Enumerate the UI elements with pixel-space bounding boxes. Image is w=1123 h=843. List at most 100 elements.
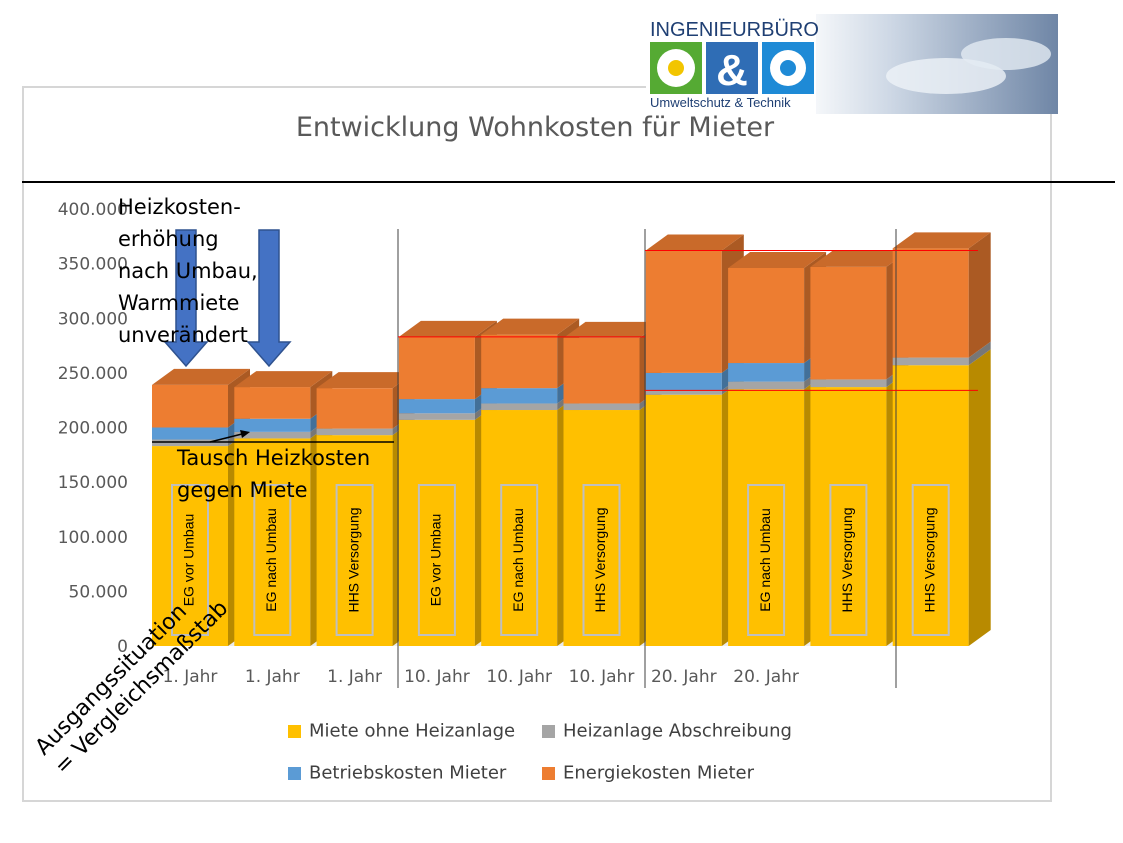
- bar-segment-side: [968, 232, 991, 358]
- y-tick-label: 100.000: [58, 528, 128, 548]
- pointer-arrow-head: [240, 430, 250, 438]
- bar-segment: [398, 399, 475, 414]
- bar-segment: [645, 372, 722, 391]
- bar-group: EG vor Umbau EG nach Umbau HHS Versorgung E…: [152, 232, 991, 646]
- bar-label-box: [829, 484, 868, 636]
- y-tick-label: 250.000: [58, 364, 128, 384]
- bar-label: HHS Versorgung: [592, 507, 608, 612]
- annotation-line: Heizkosten-: [118, 195, 241, 219]
- annotation-line: nach Umbau,: [118, 259, 258, 283]
- annotation-heizkosten: Heizkosten- erhöhung nach Umbau, Warmmie…: [118, 191, 258, 351]
- bar-label: EG nach Umbau: [510, 508, 526, 612]
- bar-segment: [810, 266, 887, 380]
- bar-segment: [316, 435, 393, 646]
- bar-segment-top: [234, 371, 333, 388]
- bar-segment: [892, 357, 969, 366]
- annotation-line: Tausch Heizkosten: [177, 446, 371, 470]
- x-tick-label: 10. Jahr: [486, 667, 552, 687]
- bar-segment: [728, 363, 805, 382]
- y-axis: 0 50.000 100.000 150.000 200.000 250.000 300.0…: [58, 200, 128, 657]
- x-tick-label: 1. Jahr: [163, 667, 218, 687]
- svg-text:INGENIEURBÜRO: INGENIEURBÜRO: [650, 19, 819, 41]
- bar-segment-top: [316, 372, 415, 389]
- bar-segment: [810, 379, 887, 388]
- bar-segment: [234, 418, 311, 432]
- bar-segment: [152, 439, 228, 447]
- bar-segment: [398, 419, 475, 646]
- bar-label: HHS Versorgung: [345, 507, 361, 612]
- bar-segment: [316, 428, 393, 436]
- divider-line: [22, 181, 1115, 183]
- bar-segment: [645, 394, 722, 646]
- bar-label: EG vor Umbau: [181, 514, 197, 607]
- bar-segment-top: [728, 251, 827, 268]
- y-tick-label: 150.000: [58, 473, 128, 493]
- x-tick-label: 1. Jahr: [327, 667, 382, 687]
- bar-segment-side: [968, 341, 991, 366]
- x-tick-label: 1. Jahr: [245, 667, 300, 687]
- bar-segment: [398, 413, 475, 420]
- bar-segment: [481, 334, 558, 389]
- bar-segment: [728, 389, 805, 646]
- bar-segment-top: [481, 318, 580, 335]
- y-tick-label: 300.000: [58, 309, 128, 329]
- bar-segment: [892, 365, 969, 646]
- chart-title: Entwicklung Wohnkosten für Mieter: [295, 112, 775, 143]
- bar-segment-top: [645, 234, 744, 251]
- bar-segment-top: [152, 368, 250, 385]
- bar-label-box: [171, 484, 209, 636]
- bar-label: EG nach Umbau: [757, 508, 773, 612]
- bar-segment: [892, 248, 969, 358]
- legend-swatch: [288, 724, 301, 738]
- bar-segment-top: [892, 232, 991, 249]
- bar-segment: [563, 337, 640, 404]
- x-tick-label: 20. Jahr: [733, 667, 799, 687]
- bar-segment: [234, 387, 311, 419]
- x-tick-label: 10. Jahr: [404, 667, 470, 687]
- legend-label: Heizanlage Abschreibung: [563, 720, 792, 742]
- y-tick-label: 0: [117, 637, 128, 657]
- y-tick-label: 200.000: [58, 419, 128, 439]
- down-arrow-icon: [246, 229, 292, 368]
- bar-segment: [234, 438, 311, 646]
- bar-segment: [810, 387, 887, 646]
- company-logo: INGENIEURBÜRO & Umweltschutz & Technik: [646, 14, 1058, 114]
- bar-segment-top: [563, 321, 662, 338]
- bar-segment: [728, 267, 805, 364]
- bar-segment: [398, 336, 475, 400]
- bar-segment: [645, 250, 722, 373]
- annotation-tausch: Tausch Heizkosten gegen Miete: [177, 442, 370, 506]
- annotation-line: unverändert: [118, 323, 248, 347]
- bar-label-box: [747, 484, 786, 636]
- svg-text:Umweltschutz & Technik: Umweltschutz & Technik: [650, 95, 791, 110]
- bar-segment: [481, 403, 558, 411]
- bar-segment-top: [398, 320, 497, 337]
- annotation-line: Warmmiete: [118, 291, 240, 315]
- bar-segment: [152, 427, 228, 440]
- y-tick-label: 50.000: [69, 582, 128, 602]
- bar-label-box: [417, 484, 456, 636]
- x-tick-label: 10. Jahr: [569, 667, 635, 687]
- bar-label-box: [500, 484, 539, 636]
- bar-segment: [481, 410, 558, 646]
- down-arrow-icon: [163, 229, 209, 368]
- legend-swatch: [542, 724, 555, 738]
- pointer-arrow-line: [209, 432, 247, 443]
- y-tick-label: 400.000: [58, 200, 128, 220]
- bar-label: HHS Versorgung: [921, 507, 937, 612]
- x-tick-label: 20. Jahr: [651, 667, 717, 687]
- bar-segment: [728, 381, 805, 390]
- y-tick-label: 350.000: [58, 255, 128, 275]
- bar-segment: [563, 410, 640, 646]
- legend-item: Energiekosten Mieter: [542, 762, 754, 784]
- bar-label-box: [911, 484, 950, 636]
- bar-label-box: [253, 484, 292, 636]
- legend-item: Heizanlage Abschreibung: [542, 720, 792, 742]
- bar-segment: [234, 431, 311, 439]
- bar-segment: [481, 388, 558, 404]
- bar-segment: [152, 446, 228, 646]
- bar-segment: [316, 388, 393, 429]
- legend-item: Betriebskosten Mieter: [288, 762, 506, 784]
- x-axis: 1. Jahr 1. Jahr 1. Jahr 10. Jahr 10. Jahr 10.…: [163, 667, 799, 687]
